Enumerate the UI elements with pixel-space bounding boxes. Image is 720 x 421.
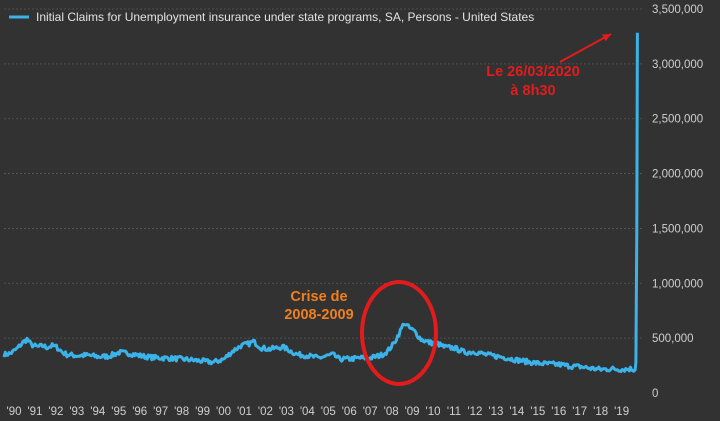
annotation-date-label: à 8h30 <box>510 83 555 99</box>
y-tick-label: 1,000,000 <box>652 278 703 290</box>
x-tick-label: '10 <box>426 406 441 418</box>
annotation-date-label: Le 26/03/2020 <box>486 64 580 80</box>
annotation-crisis-label: 2008-2009 <box>284 307 353 323</box>
annotation-arrowhead <box>602 34 611 42</box>
x-tick-label: '02 <box>258 406 273 418</box>
x-tick-label: '04 <box>300 406 316 418</box>
x-tick-label: '14 <box>509 406 525 418</box>
y-tick-label: 1,500,000 <box>652 223 703 235</box>
legend: Initial Claims for Unemployment insuranc… <box>9 10 534 24</box>
y-tick-label: 3,000,000 <box>652 59 703 71</box>
x-tick-label: '98 <box>174 406 189 418</box>
x-tick-label: '08 <box>384 406 399 418</box>
x-tick-label: '00 <box>216 406 231 418</box>
x-tick-label: '99 <box>195 406 210 418</box>
x-tick-label: '96 <box>132 406 147 418</box>
x-tick-label: '95 <box>111 406 126 418</box>
x-tick-label: '12 <box>467 406 482 418</box>
annotations: Le 26/03/2020 à 8h30 Crise de 2008-2009 <box>284 33 612 386</box>
x-tick-label: '93 <box>69 406 84 418</box>
y-tick-label: 3,500,000 <box>652 4 703 16</box>
x-tick-label: '90 <box>7 406 22 418</box>
x-axis: '90 '91 '92 '93 '94 '95 '96 '97 '98 '99 '00 '01 '02 '… <box>7 406 630 418</box>
annotation-circle <box>360 280 438 386</box>
y-tick-label: 500,000 <box>652 333 694 345</box>
series-layer <box>2 32 639 374</box>
legend-label: Initial Claims for Unemployment insuranc… <box>36 10 534 24</box>
y-tick-label: 2,500,000 <box>652 114 703 126</box>
x-tick-label: '11 <box>447 406 461 418</box>
x-tick-label: '16 <box>551 406 566 418</box>
annotation-crisis-label: Crise de <box>290 289 347 305</box>
x-tick-label: '06 <box>342 406 357 418</box>
x-tick-label: '03 <box>279 406 294 418</box>
x-tick-label: '13 <box>488 406 503 418</box>
y-tick-label: 2,000,000 <box>652 169 703 181</box>
x-tick-label: '01 <box>237 406 252 418</box>
x-tick-label: '94 <box>90 406 106 418</box>
x-tick-label: '07 <box>363 406 378 418</box>
y-axis: 0 500,000 1,000,000 1,500,000 2,000,000 2,500… <box>652 4 703 400</box>
x-tick-label: '05 <box>321 406 336 418</box>
x-tick-label: '92 <box>48 406 63 418</box>
x-tick-label: '17 <box>572 406 587 418</box>
series-line <box>2 32 639 374</box>
x-tick-label: '19 <box>614 406 629 418</box>
x-tick-label: '09 <box>405 406 420 418</box>
y-tick-label: 0 <box>652 388 658 400</box>
x-tick-label: '15 <box>530 406 545 418</box>
annotation-arrow <box>559 33 612 63</box>
x-tick-label: '91 <box>27 406 42 418</box>
x-tick-label: '18 <box>593 406 608 418</box>
x-tick-label: '97 <box>153 406 168 418</box>
